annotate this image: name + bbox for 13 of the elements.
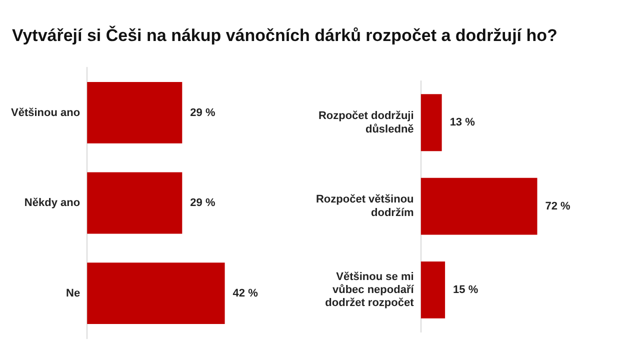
text: Vytvářejí si Češi na nákup vánočních dárků rozpočet a dodržují ho? [11, 24, 558, 47]
y-tick-label: Většinou ano [11, 106, 80, 119]
data-label: 15 % [453, 284, 478, 296]
y-tick-label: Rozpočet dodržuji důsledně [318, 110, 414, 136]
y-tick-label: Někdy ano [24, 197, 80, 210]
y-tick-label: Ne [66, 287, 80, 300]
y-tick-label: Rozpočet většinou dodržím [316, 194, 414, 219]
data-label: 13 % [450, 116, 476, 129]
data-label: 29 % [190, 106, 216, 119]
data-label: 72 % [545, 200, 571, 212]
data-label: 42 % [232, 287, 258, 300]
data-label: 29 % [190, 197, 216, 210]
y-tick-label: Většinou se mi vůbec nepodaří dodržet rozpočet [325, 270, 415, 310]
